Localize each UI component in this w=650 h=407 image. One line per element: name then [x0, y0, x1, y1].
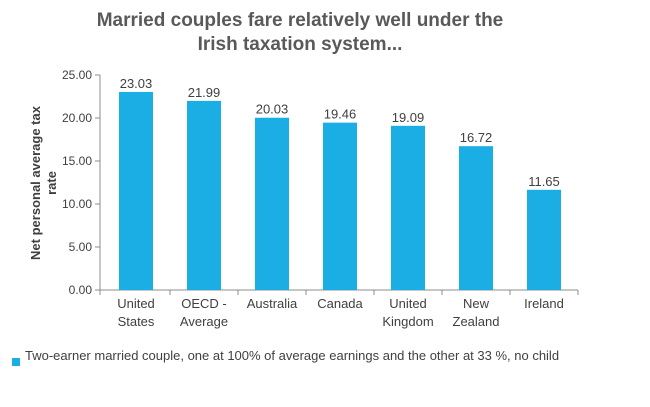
x-tick-label: Australia	[247, 296, 298, 311]
x-tick-label: States	[118, 314, 155, 329]
x-tick-label: New	[463, 296, 490, 311]
x-tick-label: Average	[180, 314, 228, 329]
x-tick-label: OECD -	[181, 296, 227, 311]
y-tick-label: 20.00	[62, 111, 92, 125]
data-label: 19.09	[392, 110, 425, 125]
y-tick-label: 10.00	[62, 197, 92, 211]
bar	[459, 146, 493, 290]
bar	[255, 117, 289, 290]
bar	[187, 100, 221, 290]
y-tick-label: 5.00	[69, 240, 93, 254]
legend: Two-earner married couple, one at 100% o…	[12, 348, 612, 366]
x-tick-label: Ireland	[524, 296, 564, 311]
chart-title-line-1: Married couples fare relatively well und…	[96, 10, 504, 31]
x-tick-label: Zealand	[453, 314, 500, 329]
data-label: 19.46	[324, 107, 357, 122]
bar	[323, 122, 357, 290]
bar	[391, 125, 425, 291]
y-tick-label: 15.00	[62, 154, 92, 168]
y-axis-title-line: rate	[44, 171, 59, 195]
y-tick-label: 0.00	[69, 283, 93, 297]
x-tick-label: Canada	[317, 296, 363, 311]
data-label: 21.99	[188, 85, 221, 100]
y-axis-title-line: Net personal average tax	[28, 105, 43, 260]
legend-label: Two-earner married couple, one at 100% o…	[25, 348, 560, 363]
x-tick-label: Kingdom	[382, 314, 433, 329]
y-tick-label: 25.00	[62, 68, 92, 82]
bar	[119, 91, 153, 290]
legend-swatch	[12, 358, 20, 366]
chart-title-line-2: Irish taxation system...	[197, 34, 403, 55]
x-tick-label: United	[389, 296, 427, 311]
data-label: 20.03	[256, 102, 289, 117]
data-label: 11.65	[528, 174, 560, 189]
x-tick-label: United	[117, 296, 155, 311]
data-label: 16.72	[460, 130, 493, 145]
data-label: 23.03	[120, 76, 153, 91]
bar	[527, 189, 561, 290]
chart-title: Married couples fare relatively well und…	[0, 9, 600, 57]
y-axis-title: Net personal average taxrate	[28, 105, 59, 260]
